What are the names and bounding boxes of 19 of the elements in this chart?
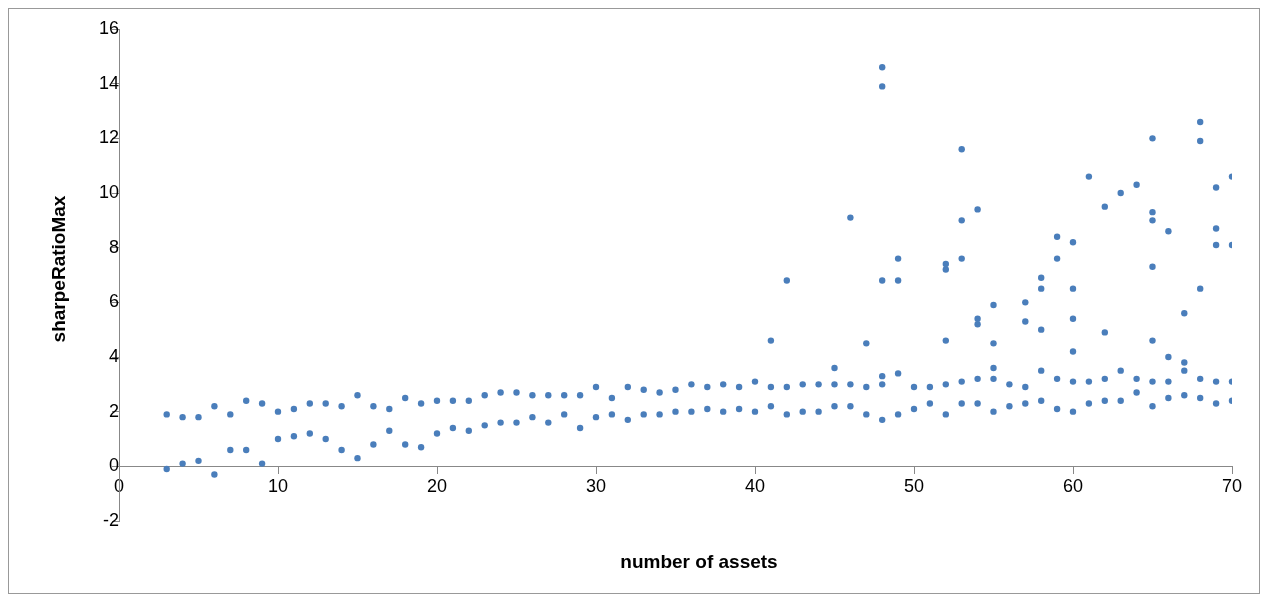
y-axis-title: sharpeRatioMax (48, 195, 70, 343)
y-tick-label: 6 (108, 291, 119, 312)
x-tick-label: 70 (1221, 476, 1243, 497)
y-tick-label: -2 (102, 509, 119, 530)
x-tick-label: 40 (744, 476, 766, 497)
x-tick-label: 50 (903, 476, 925, 497)
x-tick-label: 20 (426, 476, 448, 497)
x-axis-title: number of assets (619, 551, 779, 573)
y-tick-label: 2 (108, 400, 119, 421)
x-tick-label: 10 (267, 476, 289, 497)
y-tick-label: 8 (108, 236, 119, 257)
y-tick-label: 4 (108, 345, 119, 366)
y-tick-label: 10 (98, 181, 119, 202)
x-tick-label: 30 (585, 476, 607, 497)
y-tick-label: 0 (108, 455, 119, 476)
y-tick-label: 14 (98, 72, 119, 93)
x-tick-label: 60 (1062, 476, 1084, 497)
y-tick-label: 12 (98, 127, 119, 148)
y-tick-label: 16 (98, 17, 119, 38)
